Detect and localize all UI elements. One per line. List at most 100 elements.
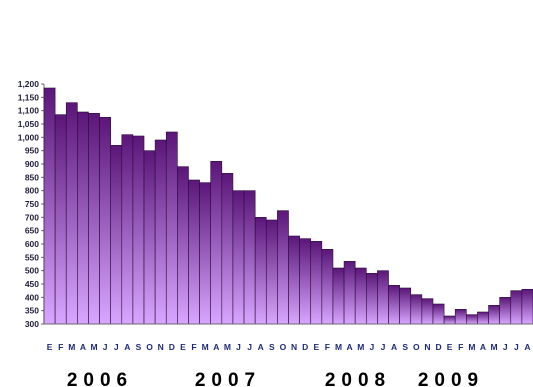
x-tick-label: E: [313, 342, 319, 352]
x-tick-label: F: [325, 342, 330, 352]
bar: [177, 166, 189, 325]
y-tick-label: 800: [25, 186, 39, 196]
bar: [321, 249, 334, 325]
y-tick-label: 750: [25, 199, 39, 209]
x-tick-label: N: [158, 342, 164, 352]
bar: [43, 87, 56, 325]
x-tick-label: M: [357, 342, 364, 352]
y-tick-label: 850: [25, 172, 39, 182]
bar: [154, 139, 167, 325]
y-tick-label: 450: [25, 279, 39, 289]
x-tick-label: F: [191, 342, 196, 352]
x-tick-label: M: [491, 342, 498, 352]
bar: [354, 267, 367, 325]
y-tick-label: 950: [25, 146, 39, 156]
x-tick-label: M: [202, 342, 209, 352]
bar: [332, 267, 345, 325]
bar: [432, 303, 445, 325]
bar: [77, 111, 89, 325]
y-tick-label: 1,200: [18, 79, 40, 89]
bar: [210, 161, 223, 325]
x-tick-label: A: [80, 342, 86, 352]
x-tick-label: F: [458, 342, 463, 352]
bar: [65, 102, 78, 325]
x-tick-label: J: [369, 342, 374, 352]
y-axis: 300 350 400 450 500 550 600 650 700 750 800 850 900 9…: [18, 79, 45, 329]
bar: [188, 179, 200, 325]
bar: [254, 217, 267, 325]
bar: [443, 315, 456, 325]
bar: [199, 182, 212, 325]
x-tick-label: S: [402, 342, 408, 352]
x-tick-label: M: [90, 342, 97, 352]
bar: [232, 190, 245, 325]
bar: [88, 113, 100, 325]
bar: [277, 210, 289, 325]
y-tick-label: 1,000: [18, 132, 40, 142]
x-tick-label: S: [269, 342, 275, 352]
bar: [399, 287, 412, 325]
x-tick-label: J: [381, 342, 386, 352]
x-tick-label: F: [58, 342, 63, 352]
bar: [110, 145, 123, 325]
year-label: 2006: [67, 370, 133, 387]
y-tick-label: 1,150: [18, 92, 40, 102]
y-tick-label: 500: [25, 266, 39, 276]
x-tick-label: M: [335, 342, 342, 352]
y-tick-label: 1,050: [18, 119, 40, 129]
y-tick-label: 350: [25, 306, 39, 316]
x-tick-label: M: [68, 342, 75, 352]
bar: [121, 134, 134, 325]
bar: [288, 235, 300, 325]
bar: [221, 173, 234, 325]
x-tick-label: E: [447, 342, 453, 352]
x-tick-label: A: [124, 342, 130, 352]
bar: [477, 311, 489, 325]
x-tick-label: N: [424, 342, 430, 352]
bar: [488, 305, 500, 325]
bar: [454, 309, 467, 325]
y-tick-label: 700: [25, 212, 39, 222]
bar: [410, 294, 423, 325]
x-tick-label: O: [280, 342, 287, 352]
bar: [521, 289, 533, 325]
x-tick-label: S: [136, 342, 142, 352]
x-tick-label: M: [224, 342, 231, 352]
x-tick-label: D: [302, 342, 308, 352]
bar: [299, 238, 312, 325]
y-tick-label: 300: [25, 319, 39, 329]
year-label: 2008: [325, 370, 391, 387]
x-tick-label: D: [169, 342, 175, 352]
x-tick-label: J: [503, 342, 508, 352]
x-tick-label: O: [413, 342, 420, 352]
x-tick-label: J: [514, 342, 519, 352]
bar: [143, 150, 156, 325]
y-tick-label: 400: [25, 292, 39, 302]
y-tick-label: 1,100: [18, 106, 40, 116]
x-tick-label: D: [435, 342, 441, 352]
bar: [499, 297, 512, 325]
x-tick-label: N: [291, 342, 297, 352]
bar: [510, 290, 523, 325]
bar: [365, 273, 378, 325]
x-tick-label: M: [468, 342, 475, 352]
y-tick-label: 650: [25, 226, 39, 236]
bar: [388, 285, 400, 325]
bar: [377, 270, 389, 325]
bar: [265, 219, 278, 325]
x-tick-label: E: [180, 342, 186, 352]
bar: [165, 131, 178, 325]
x-tick-label: A: [391, 342, 397, 352]
y-tick-label: 600: [25, 239, 39, 249]
x-tick-label: J: [247, 342, 252, 352]
year-label: 2007: [195, 370, 261, 387]
bar: [99, 117, 111, 325]
y-tick-label: 900: [25, 159, 39, 169]
x-tick-label: A: [347, 342, 353, 352]
x-tick-label: A: [213, 342, 219, 352]
x-tick-label: J: [114, 342, 119, 352]
x-tick-label: J: [103, 342, 108, 352]
year-labels: 2006 2007 2008 2009: [67, 370, 478, 387]
